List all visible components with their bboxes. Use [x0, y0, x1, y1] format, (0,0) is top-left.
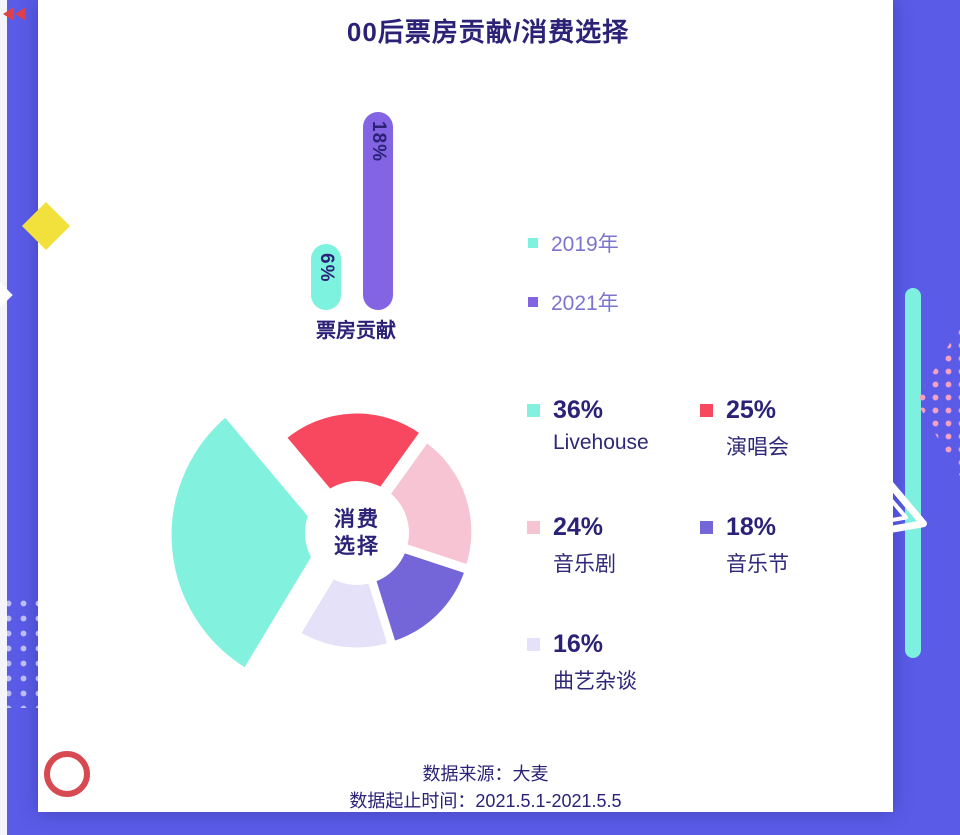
- pie-pct-musicfestival: 18%: [726, 513, 777, 541]
- pie-slice-Livehouse: [166, 411, 330, 674]
- pie-legend-item-musicfestival: 18% 音乐节: [700, 513, 870, 578]
- bar-2021-value: 18%: [368, 121, 389, 163]
- data-period-text: 数据起止时间：2021.5.1-2021.5.5: [349, 791, 622, 811]
- pie-name-musical: 音乐剧: [553, 553, 616, 576]
- pie-chart-svg: [166, 408, 477, 674]
- pie-name-quyi: 曲艺杂谈: [553, 670, 637, 693]
- pie-legend: 36% Livehouse 25% 演唱会 24% 音乐剧 18% 音乐节: [527, 396, 870, 695]
- left-edge-strip: [0, 0, 7, 835]
- pie-slice-曲艺杂谈: [295, 534, 393, 653]
- pie-center-line2: 选择: [334, 535, 380, 558]
- pie-pct-concert: 25%: [726, 396, 777, 424]
- pie-chart: 消费 选择: [122, 373, 522, 703]
- bar-chart-legend: 2019年 2021年: [528, 228, 619, 317]
- red-chevron-icon: [15, 7, 26, 21]
- pie-center-line1: 消费: [334, 508, 380, 531]
- infographic-card: 00后票房贡献/消费选择 6% 18% 票房贡献 2019年 2021年 消费 …: [38, 0, 893, 812]
- pie-name-concert: 演唱会: [726, 436, 789, 459]
- pie-legend-item-livehouse: 36% Livehouse: [527, 396, 700, 461]
- bar-chart-title: 票房贡献: [316, 320, 396, 342]
- pie-name-livehouse: Livehouse: [553, 431, 649, 454]
- legend-label-2019: 2019年: [551, 233, 619, 256]
- pie-swatch-quyi: [527, 638, 540, 651]
- legend-swatch-2021: [528, 297, 538, 307]
- pie-pct-livehouse: 36%: [553, 396, 604, 424]
- legend-item-2019: 2019年: [528, 228, 619, 258]
- legend-item-2021: 2021年: [528, 287, 619, 317]
- cyan-strip-decoration: [905, 288, 921, 658]
- pie-swatch-concert: [700, 404, 713, 417]
- pie-swatch-musicfestival: [700, 521, 713, 534]
- bar-2021: 18%: [363, 112, 393, 310]
- pie-swatch-musical: [527, 521, 540, 534]
- bar-2019-value: 6%: [316, 253, 337, 283]
- pie-legend-item-quyi: 16% 曲艺杂谈: [527, 630, 700, 695]
- data-source-text: 数据来源：大麦: [422, 764, 549, 784]
- pie-name-musicfestival: 音乐节: [726, 553, 789, 576]
- pie-pct-quyi: 16%: [553, 630, 604, 658]
- pie-swatch-livehouse: [527, 404, 540, 417]
- legend-swatch-2019: [528, 238, 538, 248]
- pie-slice-演唱会: [281, 408, 425, 527]
- legend-label-2021: 2021年: [551, 292, 619, 315]
- pie-pct-musical: 24%: [553, 513, 604, 541]
- bar-chart: 6% 18%: [311, 110, 393, 310]
- red-chevron-icon: [3, 7, 14, 21]
- triangle-icon: [853, 469, 929, 544]
- pie-legend-item-concert: 25% 演唱会: [700, 396, 870, 461]
- pink-dot-triangle-decoration: [916, 326, 960, 476]
- pie-center-label: 消费 选择: [305, 481, 409, 585]
- dot-grid-decoration: [1, 596, 43, 708]
- page-title: 00后票房贡献/消费选择: [346, 17, 630, 47]
- pie-legend-item-musical: 24% 音乐剧: [527, 513, 700, 578]
- bar-2019: 6%: [311, 244, 341, 310]
- red-circle-decoration: [44, 751, 90, 797]
